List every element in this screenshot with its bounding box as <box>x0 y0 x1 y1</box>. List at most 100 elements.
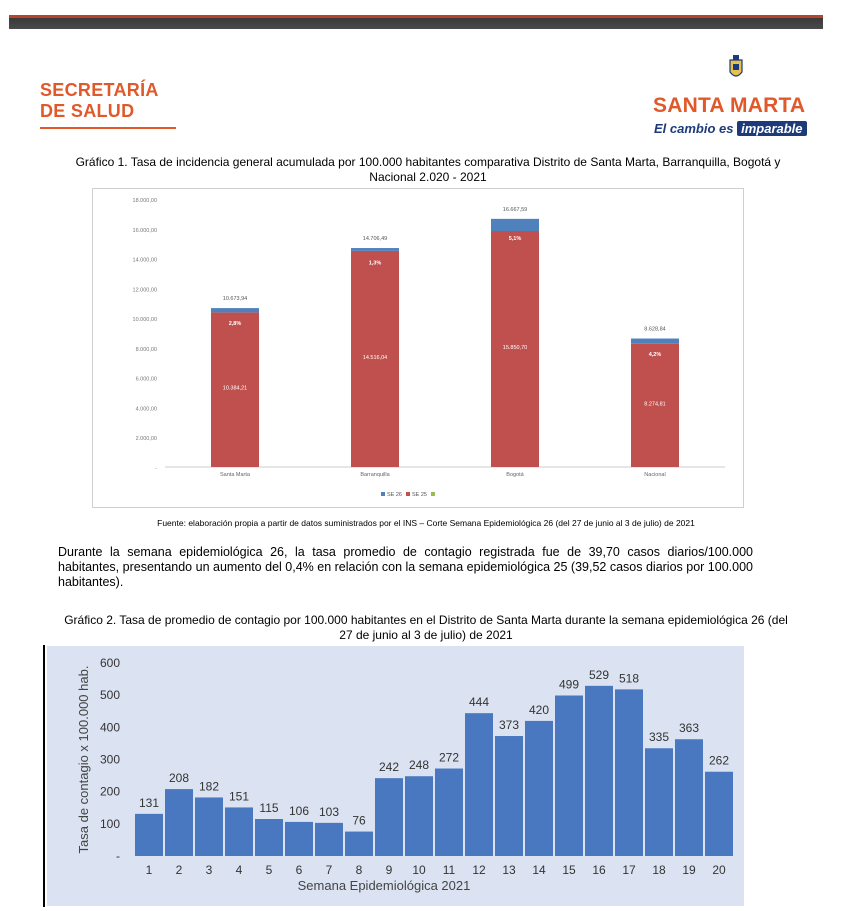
x-tick-label: Barranquilla <box>360 472 390 478</box>
figure2-chart: 100 200 300 400 500 600 - Tasa de contagio x 10… <box>47 646 744 906</box>
brand-slogan: El cambio es imparable <box>654 121 807 136</box>
x-tick-label: Santa Marta <box>220 472 251 478</box>
x-tick-label: 13 <box>502 863 516 877</box>
bar-se25 <box>211 312 259 467</box>
x-tick-label: 12 <box>472 863 486 877</box>
y-tick-label: 6.000,00 <box>136 377 157 383</box>
x-tick-label: Nacional <box>644 472 665 478</box>
bar-se26 <box>491 218 539 232</box>
bar-data-label: 242 <box>379 760 399 774</box>
bar-se26 <box>631 338 679 344</box>
bar-label-total: 14.706,49 <box>363 236 387 242</box>
x-tick-label: 15 <box>562 863 576 877</box>
y-tick-label: - <box>155 466 157 472</box>
y-tick-label: 14.000,00 <box>133 258 157 264</box>
x-tick-label: 8 <box>356 863 363 877</box>
bar-data-label: 103 <box>319 805 339 819</box>
bar-data-label: 262 <box>709 754 729 768</box>
legend-label: SE 26 <box>387 492 402 498</box>
figure2-title: Gráfico 2. Tasa de promedio de contagio … <box>64 613 788 642</box>
bar-data-label: 208 <box>169 771 189 785</box>
bar-label-percent: 2,8% <box>229 321 242 327</box>
week-bar <box>285 821 313 856</box>
legend-swatch <box>381 492 385 496</box>
legend-swatch <box>406 492 410 496</box>
week-bar <box>225 807 253 856</box>
org-line-1: SECRETARÍA <box>40 80 159 100</box>
brand-name: SANTA MARTA <box>653 94 806 117</box>
y-tick-label: 2.000,00 <box>136 436 157 442</box>
figure1-source: Fuente: elaboración propia a partir de d… <box>157 518 695 528</box>
bar-label-value: 14.516,04 <box>363 355 387 361</box>
bar-data-label: 182 <box>199 779 219 793</box>
bar-se25 <box>491 231 539 467</box>
y-tick-label: 18.000,00 <box>133 198 157 204</box>
bar-data-label: 76 <box>352 814 366 828</box>
logo-underline <box>40 127 176 129</box>
y-tick-label: 100 <box>100 817 120 831</box>
week-bar <box>195 797 223 856</box>
y-tick-label: 300 <box>100 753 120 767</box>
week-bar <box>705 771 733 856</box>
y-tick-label: 200 <box>100 785 120 799</box>
x-tick-label: 1 <box>146 863 153 877</box>
bar-se26 <box>211 308 259 313</box>
bar-data-label: 363 <box>679 721 699 735</box>
figure2-chart-svg: 100 200 300 400 500 600 - Tasa de contagio x 10… <box>47 646 744 906</box>
x-tick-label: 11 <box>443 863 456 877</box>
x-tick-label: 9 <box>386 863 393 877</box>
y-tick-label: 8.000,00 <box>136 347 157 353</box>
bar-label-percent: 5,1% <box>509 236 522 242</box>
x-tick-label: 19 <box>682 863 696 877</box>
x-tick-label: 4 <box>236 863 243 877</box>
bar-label-percent: 4,2% <box>649 352 662 358</box>
x-tick-label: 3 <box>206 863 213 877</box>
bar-data-label: 373 <box>499 718 519 732</box>
x-tick-label: 16 <box>592 863 606 877</box>
secretaria-logo-text: SECRETARÍA DE SALUD <box>40 80 159 122</box>
week-bar <box>675 739 703 856</box>
bar-se25 <box>631 343 679 467</box>
bar-data-label: 272 <box>439 751 459 765</box>
x-tick-label: 2 <box>176 863 183 877</box>
bar-data-label: 518 <box>619 671 639 685</box>
bar-label-percent: 1,3% <box>369 260 382 266</box>
legend-swatch <box>431 492 435 496</box>
bar-label-total: 16.667,59 <box>503 207 527 213</box>
y-tick-label: 400 <box>100 720 120 734</box>
week-bar <box>135 813 163 856</box>
week-bar <box>255 819 283 856</box>
week-bar <box>615 689 643 856</box>
week-bar <box>315 822 343 856</box>
figure2-frame-line <box>43 645 45 907</box>
y-tick-label: 12.000,00 <box>133 287 157 293</box>
x-tick-label: 5 <box>266 863 273 877</box>
slogan-highlight: imparable <box>737 121 807 136</box>
crest-icon <box>729 55 743 77</box>
bar-data-label: 106 <box>289 804 309 818</box>
bar-data-label: 151 <box>229 789 249 803</box>
x-axis-label: Semana Epidemiológica 2021 <box>298 878 471 893</box>
bar-label-total: 8.628,84 <box>644 327 665 333</box>
top-banner-bar <box>9 15 823 29</box>
y-axis-label: Tasa de contagio x 100.000 hab. <box>76 666 91 854</box>
x-tick-label: 7 <box>326 863 333 877</box>
week-bar <box>435 768 463 856</box>
bar-data-label: 131 <box>139 796 159 810</box>
y-tick-label: 16.000,00 <box>133 228 157 234</box>
week-bar <box>495 736 523 856</box>
x-tick-label: 6 <box>296 863 303 877</box>
week-bar <box>375 778 403 856</box>
slogan-prefix: El cambio es <box>654 121 734 136</box>
x-tick-label: Bogotá <box>506 472 524 478</box>
x-tick-label: 17 <box>622 863 636 877</box>
week-bar <box>585 685 613 856</box>
bar-label-total: 10.673,94 <box>223 296 247 302</box>
bar-data-label: 529 <box>589 668 609 682</box>
y-tick-label: 4.000,00 <box>136 406 157 412</box>
figure1-title: Gráfico 1. Tasa de incidencia general ac… <box>75 155 781 184</box>
bar-data-label: 115 <box>259 801 278 815</box>
y-tick-zero: - <box>116 849 120 863</box>
y-tick-label: 500 <box>100 688 120 702</box>
week-bar <box>645 748 673 856</box>
